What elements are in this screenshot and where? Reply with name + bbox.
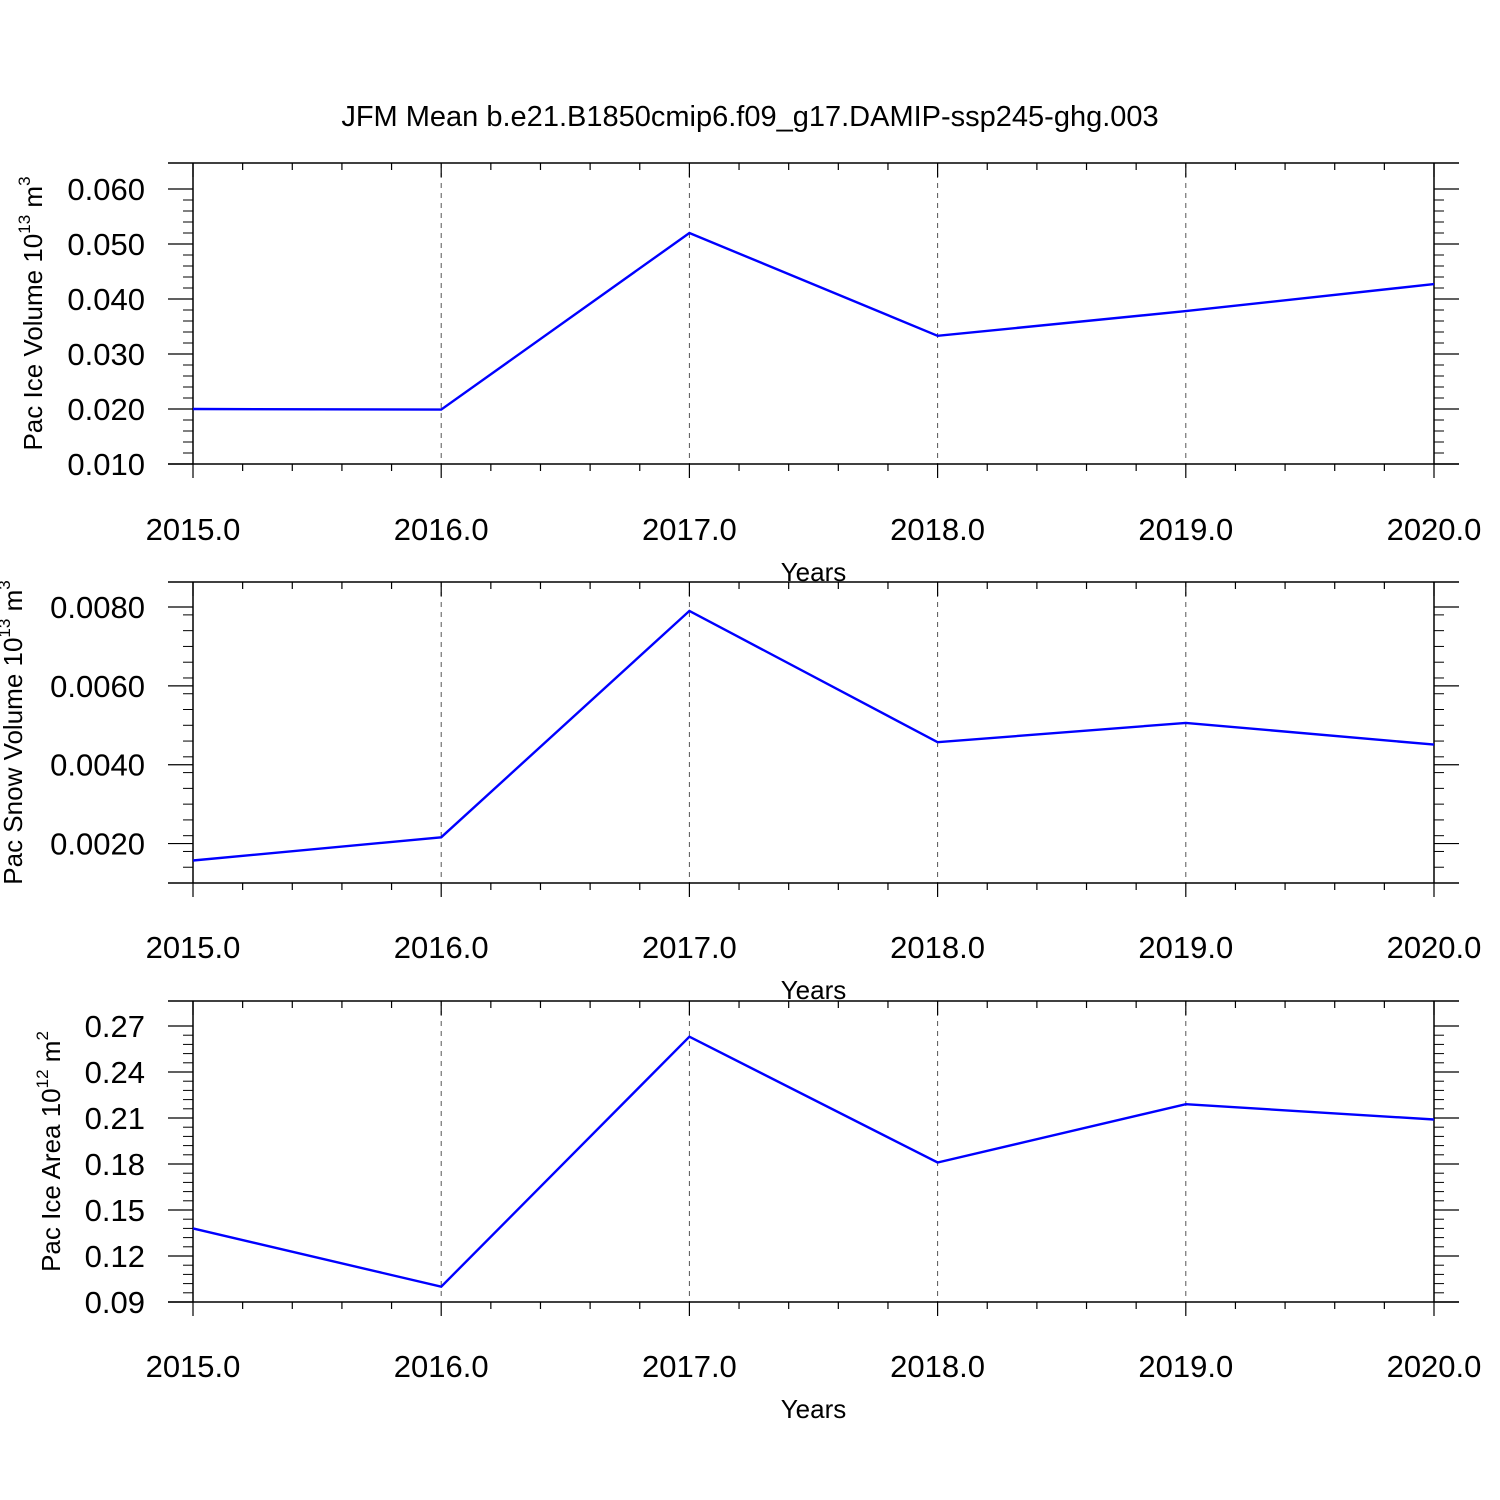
y-tick-label: 0.0060 bbox=[50, 669, 145, 704]
x-tick-label: 2016.0 bbox=[394, 512, 489, 547]
y-axis-label-exponent: 13 bbox=[15, 215, 34, 234]
y-axis-label-unit-exponent: 3 bbox=[0, 580, 14, 589]
y-axis-label-text: Pac Ice Area 10 bbox=[36, 1088, 66, 1272]
x-tick-label: 2019.0 bbox=[1138, 512, 1233, 547]
chart-panel-1: 2015.0 2016.0 2017.0 2018.0 2019.0 2020.0Year… bbox=[15, 162, 1482, 587]
x-tick-label: 2019.0 bbox=[1138, 1349, 1233, 1384]
y-tick-label: 0.27 bbox=[85, 1009, 145, 1044]
y-axis-label-exponent: 13 bbox=[0, 619, 14, 638]
y-tick-label: 0.040 bbox=[67, 282, 145, 317]
y-tick-label: 0.050 bbox=[67, 227, 145, 262]
y-tick-label: 0.12 bbox=[85, 1239, 145, 1274]
y-axis-label: Pac Ice Area 1012 m2 bbox=[33, 1031, 66, 1272]
x-tick-label: 2015.0 bbox=[146, 512, 241, 547]
y-axis-label-unit: m bbox=[36, 1041, 66, 1070]
x-tick-label: 2016.0 bbox=[394, 1349, 489, 1384]
x-tick-label: 2016.0 bbox=[394, 930, 489, 965]
y-axis-label-text: Pac Snow Volume 10 bbox=[0, 638, 28, 885]
x-tick-label: 2018.0 bbox=[890, 512, 985, 547]
y-axis-label-unit-exponent: 2 bbox=[33, 1031, 52, 1040]
x-tick-label: 2018.0 bbox=[890, 930, 985, 965]
series-line bbox=[192, 609, 1435, 862]
y-tick-label: 0.24 bbox=[85, 1055, 145, 1090]
x-tick-label: 2018.0 bbox=[890, 1349, 985, 1384]
series-line bbox=[192, 1035, 1435, 1289]
y-tick-label: 0.060 bbox=[67, 172, 145, 207]
x-axis-label: Years bbox=[781, 975, 847, 1005]
x-axis-label: Years bbox=[781, 1394, 847, 1424]
y-tick-label: 0.020 bbox=[67, 392, 145, 427]
chart-panel-2: 2015.0 2016.0 2017.0 2018.0 2019.0 2020.0 Year… bbox=[0, 580, 1481, 1005]
figure-title: JFM Mean b.e21.B1850cmip6.f09_g17.DAMIP-… bbox=[341, 101, 1158, 133]
x-tick-label: 2019.0 bbox=[1138, 930, 1233, 965]
x-tick-label: 2020.0 bbox=[1387, 930, 1482, 965]
y-tick-label: 0.21 bbox=[85, 1101, 145, 1136]
y-axis-label-text: Pac Ice Volume 10 bbox=[18, 234, 48, 451]
x-tick-label: 2017.0 bbox=[642, 512, 737, 547]
x-tick-label: 2015.0 bbox=[146, 1349, 241, 1384]
chart-panels: 2015.0 2016.0 2017.0 2018.0 2019.0 2020.0 Year… bbox=[0, 162, 1482, 1424]
y-axis-label-exponent: 12 bbox=[33, 1069, 52, 1088]
x-tick-label: 2015.0 bbox=[146, 930, 241, 965]
y-tick-label: 0.0080 bbox=[50, 590, 145, 625]
y-axis-label: Pac Ice Volume 1013 m3 bbox=[15, 176, 48, 450]
x-tick-label: 2017.0 bbox=[642, 1349, 737, 1384]
y-axis-label-unit: m bbox=[0, 590, 28, 619]
y-tick-label: 0.030 bbox=[67, 337, 145, 372]
y-tick-label: 0.0040 bbox=[50, 748, 145, 783]
y-axis-label: Pac Snow Volume 1013 m3 bbox=[0, 580, 28, 884]
y-axis-label-unit-exponent: 3 bbox=[15, 176, 34, 185]
series-line bbox=[192, 231, 1435, 411]
y-tick-label: 0.010 bbox=[67, 447, 145, 482]
y-tick-label: 0.0020 bbox=[50, 827, 145, 862]
x-tick-label: 2020.0 bbox=[1387, 512, 1482, 547]
y-tick-label: 0.18 bbox=[85, 1147, 145, 1182]
y-axis-label-unit: m bbox=[18, 186, 48, 215]
y-tick-label: 0.15 bbox=[85, 1193, 145, 1228]
chart-panel-3: 2015.0 2016.0 2017.0 2018.0 2019.0 2020.0 Year… bbox=[33, 1000, 1482, 1424]
x-tick-label: 2017.0 bbox=[642, 930, 737, 965]
y-tick-label: 0.09 bbox=[85, 1285, 145, 1320]
x-tick-label: 2020.0 bbox=[1387, 1349, 1482, 1384]
